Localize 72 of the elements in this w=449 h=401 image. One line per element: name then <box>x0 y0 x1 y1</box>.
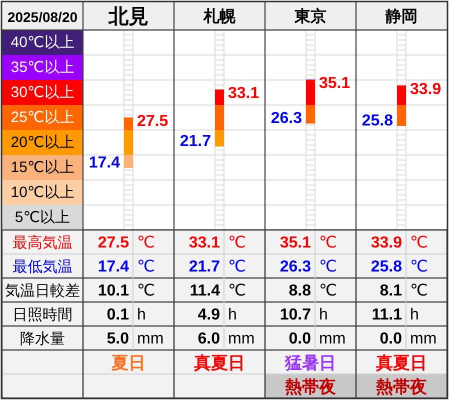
category-label: mm <box>410 330 437 348</box>
data-label: 真夏日 <box>375 354 427 372</box>
y-tick-label: 10℃以上 <box>10 184 74 201</box>
data-label: 21.7 <box>188 258 220 276</box>
annotation: 33.9 <box>410 81 442 98</box>
category-label: ℃ <box>319 282 337 300</box>
category-label: mm <box>319 330 346 348</box>
y-tick-label: 35℃以上 <box>10 59 74 76</box>
data-label: 0.1 <box>106 306 130 324</box>
data-label: 35.1 <box>280 234 312 252</box>
y-tick-label: 25℃以上 <box>10 109 74 126</box>
data-label: 猛暑日 <box>284 354 336 372</box>
data-label: 33.1 <box>188 234 220 252</box>
category-label: h <box>319 306 328 324</box>
category-label: ℃ <box>410 258 428 276</box>
annotation: 26.3 <box>270 110 302 127</box>
data-label: 6.0 <box>198 330 220 348</box>
data-label: 8.8 <box>288 282 312 300</box>
data-label: 4.9 <box>198 306 220 324</box>
data-label: 25.8 <box>370 258 402 276</box>
data-label: 真夏日 <box>193 354 245 372</box>
category-label: mm <box>228 330 255 348</box>
chart-title: 2025/08/20 <box>7 9 78 25</box>
y-tick-label: 20℃以上 <box>10 134 74 151</box>
data-label: 熱帯夜 <box>375 378 428 396</box>
category-label: ℃ <box>228 282 246 300</box>
data-label: 5.0 <box>106 330 130 348</box>
y-tick-label: 40℃以上 <box>10 34 74 51</box>
data-label: 0.0 <box>288 330 312 348</box>
annotation: 27.5 <box>137 113 168 130</box>
category-label: ℃ <box>410 282 428 300</box>
data-label: 33.9 <box>370 234 402 252</box>
annotation: 33.1 <box>228 85 260 102</box>
legend-label: 日照時間 <box>12 306 72 324</box>
data-label: 11.1 <box>372 306 402 324</box>
data-label: 熱帯夜 <box>284 378 337 396</box>
data-label: 17.4 <box>98 258 130 276</box>
x-tick-label: 北見 <box>108 6 148 28</box>
annotation: 35.1 <box>319 75 350 92</box>
legend-label: 気温日較差 <box>5 282 80 300</box>
category-label: ℃ <box>137 258 155 276</box>
data-label: 27.5 <box>98 234 130 252</box>
category-label: h <box>228 306 237 324</box>
annotation: 17.4 <box>88 154 120 172</box>
data-label: 8.1 <box>380 282 402 300</box>
category-label: ℃ <box>228 234 246 252</box>
x-tick-label: 静岡 <box>384 8 418 26</box>
annotation: 21.7 <box>180 133 212 150</box>
y-tick-label: 15℃以上 <box>10 159 74 176</box>
legend-label: 最低気温 <box>12 258 72 276</box>
legend-label: 降水量 <box>20 330 65 348</box>
category-label: ℃ <box>137 234 155 252</box>
category-label: ℃ <box>137 282 155 300</box>
data-label: 26.3 <box>280 258 312 276</box>
category-label: ℃ <box>319 258 337 276</box>
data-label: 11.4 <box>190 282 220 300</box>
category-label: ℃ <box>228 258 246 276</box>
data-label: 夏日 <box>110 354 146 372</box>
legend-label: 最高気温 <box>12 234 72 252</box>
category-label: h <box>137 306 146 324</box>
category-label: ℃ <box>410 234 428 252</box>
category-label: mm <box>137 330 164 348</box>
data-label: 10.1 <box>98 282 130 300</box>
annotation: 25.8 <box>362 112 394 130</box>
y-tick-label: 30℃以上 <box>10 84 74 101</box>
data-label: 0.0 <box>380 330 402 348</box>
category-label: h <box>410 306 419 324</box>
x-tick-label: 東京 <box>294 8 326 26</box>
x-tick-label: 札幌 <box>202 8 236 26</box>
data-label: 10.7 <box>280 306 312 324</box>
category-label: ℃ <box>319 234 337 252</box>
y-tick-label: 5℃以上 <box>14 209 70 226</box>
